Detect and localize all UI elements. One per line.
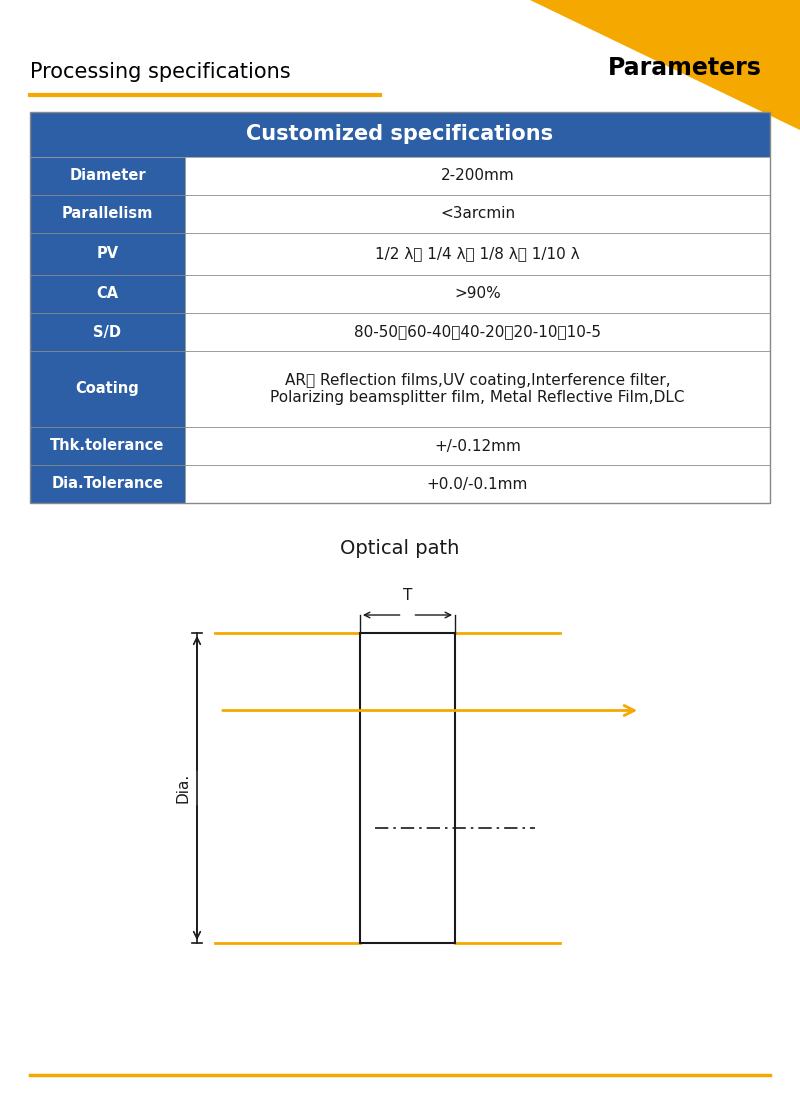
Text: T: T xyxy=(403,587,412,603)
Bar xyxy=(30,275,185,314)
Text: >90%: >90% xyxy=(454,286,501,301)
Text: +0.0/-0.1mm: +0.0/-0.1mm xyxy=(427,476,528,492)
Text: S/D: S/D xyxy=(94,324,122,340)
Text: Coating: Coating xyxy=(76,382,139,396)
Text: Optical path: Optical path xyxy=(340,539,460,558)
Bar xyxy=(185,157,770,195)
Text: Processing specifications: Processing specifications xyxy=(30,62,290,82)
Text: <3arcmin: <3arcmin xyxy=(440,207,515,221)
Text: Dia.Tolerance: Dia.Tolerance xyxy=(51,476,163,492)
Bar xyxy=(30,195,185,233)
Text: PV: PV xyxy=(97,246,118,262)
Text: Parallelism: Parallelism xyxy=(62,207,153,221)
Text: 2-200mm: 2-200mm xyxy=(441,168,514,184)
Bar xyxy=(30,112,770,503)
Bar xyxy=(30,157,185,195)
Text: Diameter: Diameter xyxy=(69,168,146,184)
Bar xyxy=(185,427,770,465)
Bar xyxy=(185,275,770,314)
Text: CA: CA xyxy=(97,286,118,301)
Polygon shape xyxy=(530,0,800,130)
Text: AR、 Reflection films,UV coating,Interference filter,
Polarizing beamsplitter fil: AR、 Reflection films,UV coating,Interfer… xyxy=(270,373,685,405)
Bar xyxy=(30,427,185,465)
Bar xyxy=(30,465,185,503)
Text: +/-0.12mm: +/-0.12mm xyxy=(434,439,521,453)
Bar xyxy=(30,314,185,351)
Text: 1/2 λ、 1/4 λ、 1/8 λ、 1/10 λ: 1/2 λ、 1/4 λ、 1/8 λ、 1/10 λ xyxy=(375,246,580,262)
Text: Dia.: Dia. xyxy=(175,773,190,803)
Bar xyxy=(30,233,185,275)
Bar xyxy=(185,314,770,351)
Bar xyxy=(185,351,770,427)
Text: Customized specifications: Customized specifications xyxy=(246,124,554,144)
Text: Parameters: Parameters xyxy=(608,56,762,80)
Bar xyxy=(30,351,185,427)
Bar xyxy=(185,465,770,503)
Text: 80-50、60-40、40-20、20-10、10-5: 80-50、60-40、40-20、20-10、10-5 xyxy=(354,324,601,340)
Bar xyxy=(185,233,770,275)
Text: Thk.tolerance: Thk.tolerance xyxy=(50,439,165,453)
Bar xyxy=(185,195,770,233)
Bar xyxy=(30,112,770,157)
Bar xyxy=(360,632,455,943)
